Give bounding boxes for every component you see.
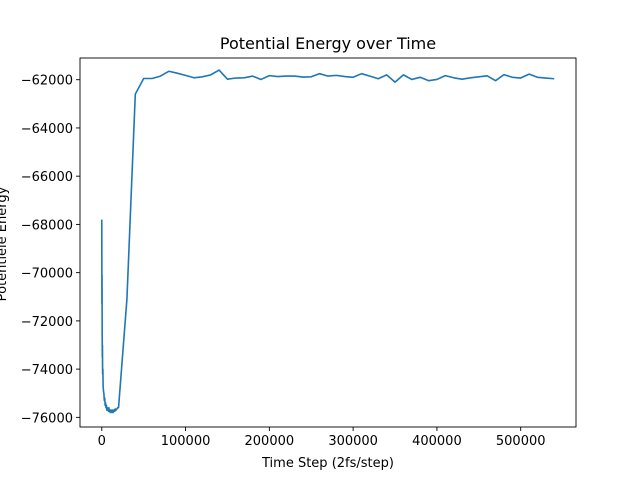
x-tick-label: 100000 [161,434,211,449]
x-tick-label: 0 [98,434,106,449]
y-tick-label: −62000 [21,74,73,89]
y-tick-label: −74000 [21,363,73,378]
y-axis-label: Potentiele Energy [0,186,10,301]
x-axis-label: Time Step (2fs/step) [261,456,394,471]
y-tick-label: −70000 [21,267,73,282]
y-tick-label: −66000 [21,170,73,185]
x-tick-label: 500000 [496,434,546,449]
y-tick-label: −64000 [21,122,73,137]
x-tick-label: 300000 [328,434,378,449]
chart-title: Potential Energy over Time [220,34,436,53]
series-line [100,69,555,414]
y-tick-label: −76000 [21,411,73,426]
plot-area: 0 100000 200000 300000 400000 500000 −76000 −74… [21,57,577,449]
x-tick-label: 200000 [245,434,295,449]
y-tick-label: −68000 [21,218,73,233]
plot-frame [79,57,577,428]
y-tick-label: −72000 [21,315,73,330]
x-tick-label: 400000 [412,434,462,449]
